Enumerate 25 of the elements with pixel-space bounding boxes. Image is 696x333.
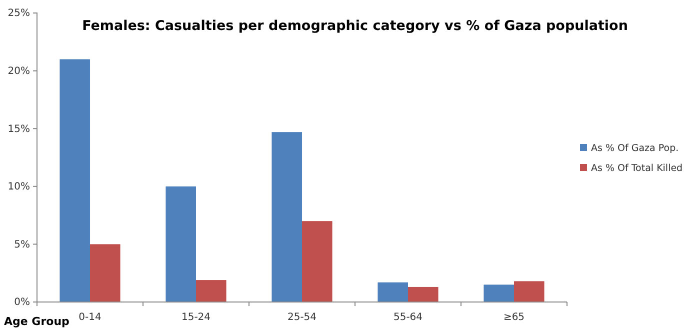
bar	[302, 221, 332, 302]
x-tick-label: 25-54	[287, 312, 317, 323]
y-tick-label: 20%	[8, 66, 30, 77]
y-tick-label: 5%	[14, 239, 30, 250]
y-tick-label: 25%	[8, 8, 30, 20]
x-tick-label: 55-64	[393, 312, 423, 323]
bar	[514, 281, 544, 302]
chart-title: Females: Casualties per demographic category vs % of Gaza population	[82, 18, 628, 34]
y-tick-label: 10%	[8, 182, 30, 193]
legend-label: As % Of Total Killed	[591, 163, 683, 174]
bar	[408, 286, 438, 302]
legend-label: As % Of Gaza Pop.	[591, 143, 679, 154]
bar	[196, 280, 226, 302]
bar	[166, 186, 196, 302]
bar	[484, 284, 514, 302]
x-tick-label: 15-24	[181, 312, 211, 323]
x-tick-label: ≥65	[503, 312, 525, 323]
y-tick-label: 15%	[8, 124, 30, 135]
x-tick-label: 0-14	[78, 312, 102, 323]
x-axis-title: Age Group	[4, 315, 70, 328]
bar	[272, 132, 302, 302]
bar	[90, 244, 120, 302]
y-tick-label: 0%	[14, 297, 30, 308]
bar	[60, 59, 90, 302]
bar	[378, 282, 408, 302]
